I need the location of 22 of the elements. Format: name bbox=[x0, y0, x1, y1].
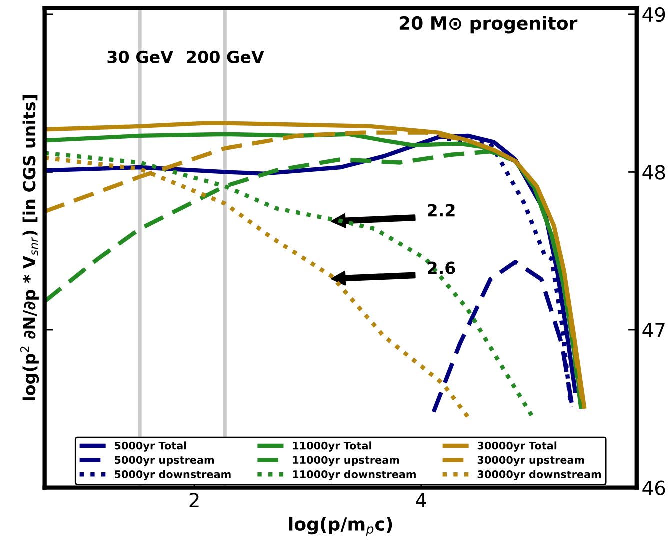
legend-label: 5000yr Total bbox=[114, 442, 186, 452]
legend-label: 5000yr upstream bbox=[114, 456, 214, 466]
annotation: 2.6 bbox=[428, 262, 456, 274]
y-tick-label: 46 bbox=[642, 480, 666, 496]
legend-label: 11000yr Total bbox=[293, 442, 372, 452]
ref-line-label: 200 GeV bbox=[187, 50, 264, 64]
legend-label: 11000yr upstream bbox=[293, 456, 400, 466]
legend-label: 30000yr downstream bbox=[478, 470, 602, 481]
annotation: 2.2 bbox=[428, 204, 455, 217]
y-axis-title: log(p$^{2}$ ∂N/∂p * V$_{snr}$) [in CGS units] bbox=[20, 96, 40, 400]
y-tick-label: 49 bbox=[642, 7, 666, 22]
annotation: 20 M⊙ progenitor bbox=[400, 16, 578, 34]
x-tick-label: 2 bbox=[190, 493, 199, 508]
y-tick-label: 48 bbox=[642, 165, 666, 180]
legend-label: 30000yr Total bbox=[478, 442, 557, 452]
x-tick-label: 4 bbox=[416, 493, 426, 508]
legend-label: 30000yr upstream bbox=[478, 456, 584, 466]
ref-line-label: 30 GeV bbox=[108, 50, 174, 64]
legend-label: 5000yr downstream bbox=[114, 470, 231, 481]
x-axis-title: log(p/m$_{p}$c) bbox=[289, 517, 392, 536]
y-tick-label: 47 bbox=[642, 323, 665, 338]
legend-label: 11000yr downstream bbox=[293, 470, 416, 481]
